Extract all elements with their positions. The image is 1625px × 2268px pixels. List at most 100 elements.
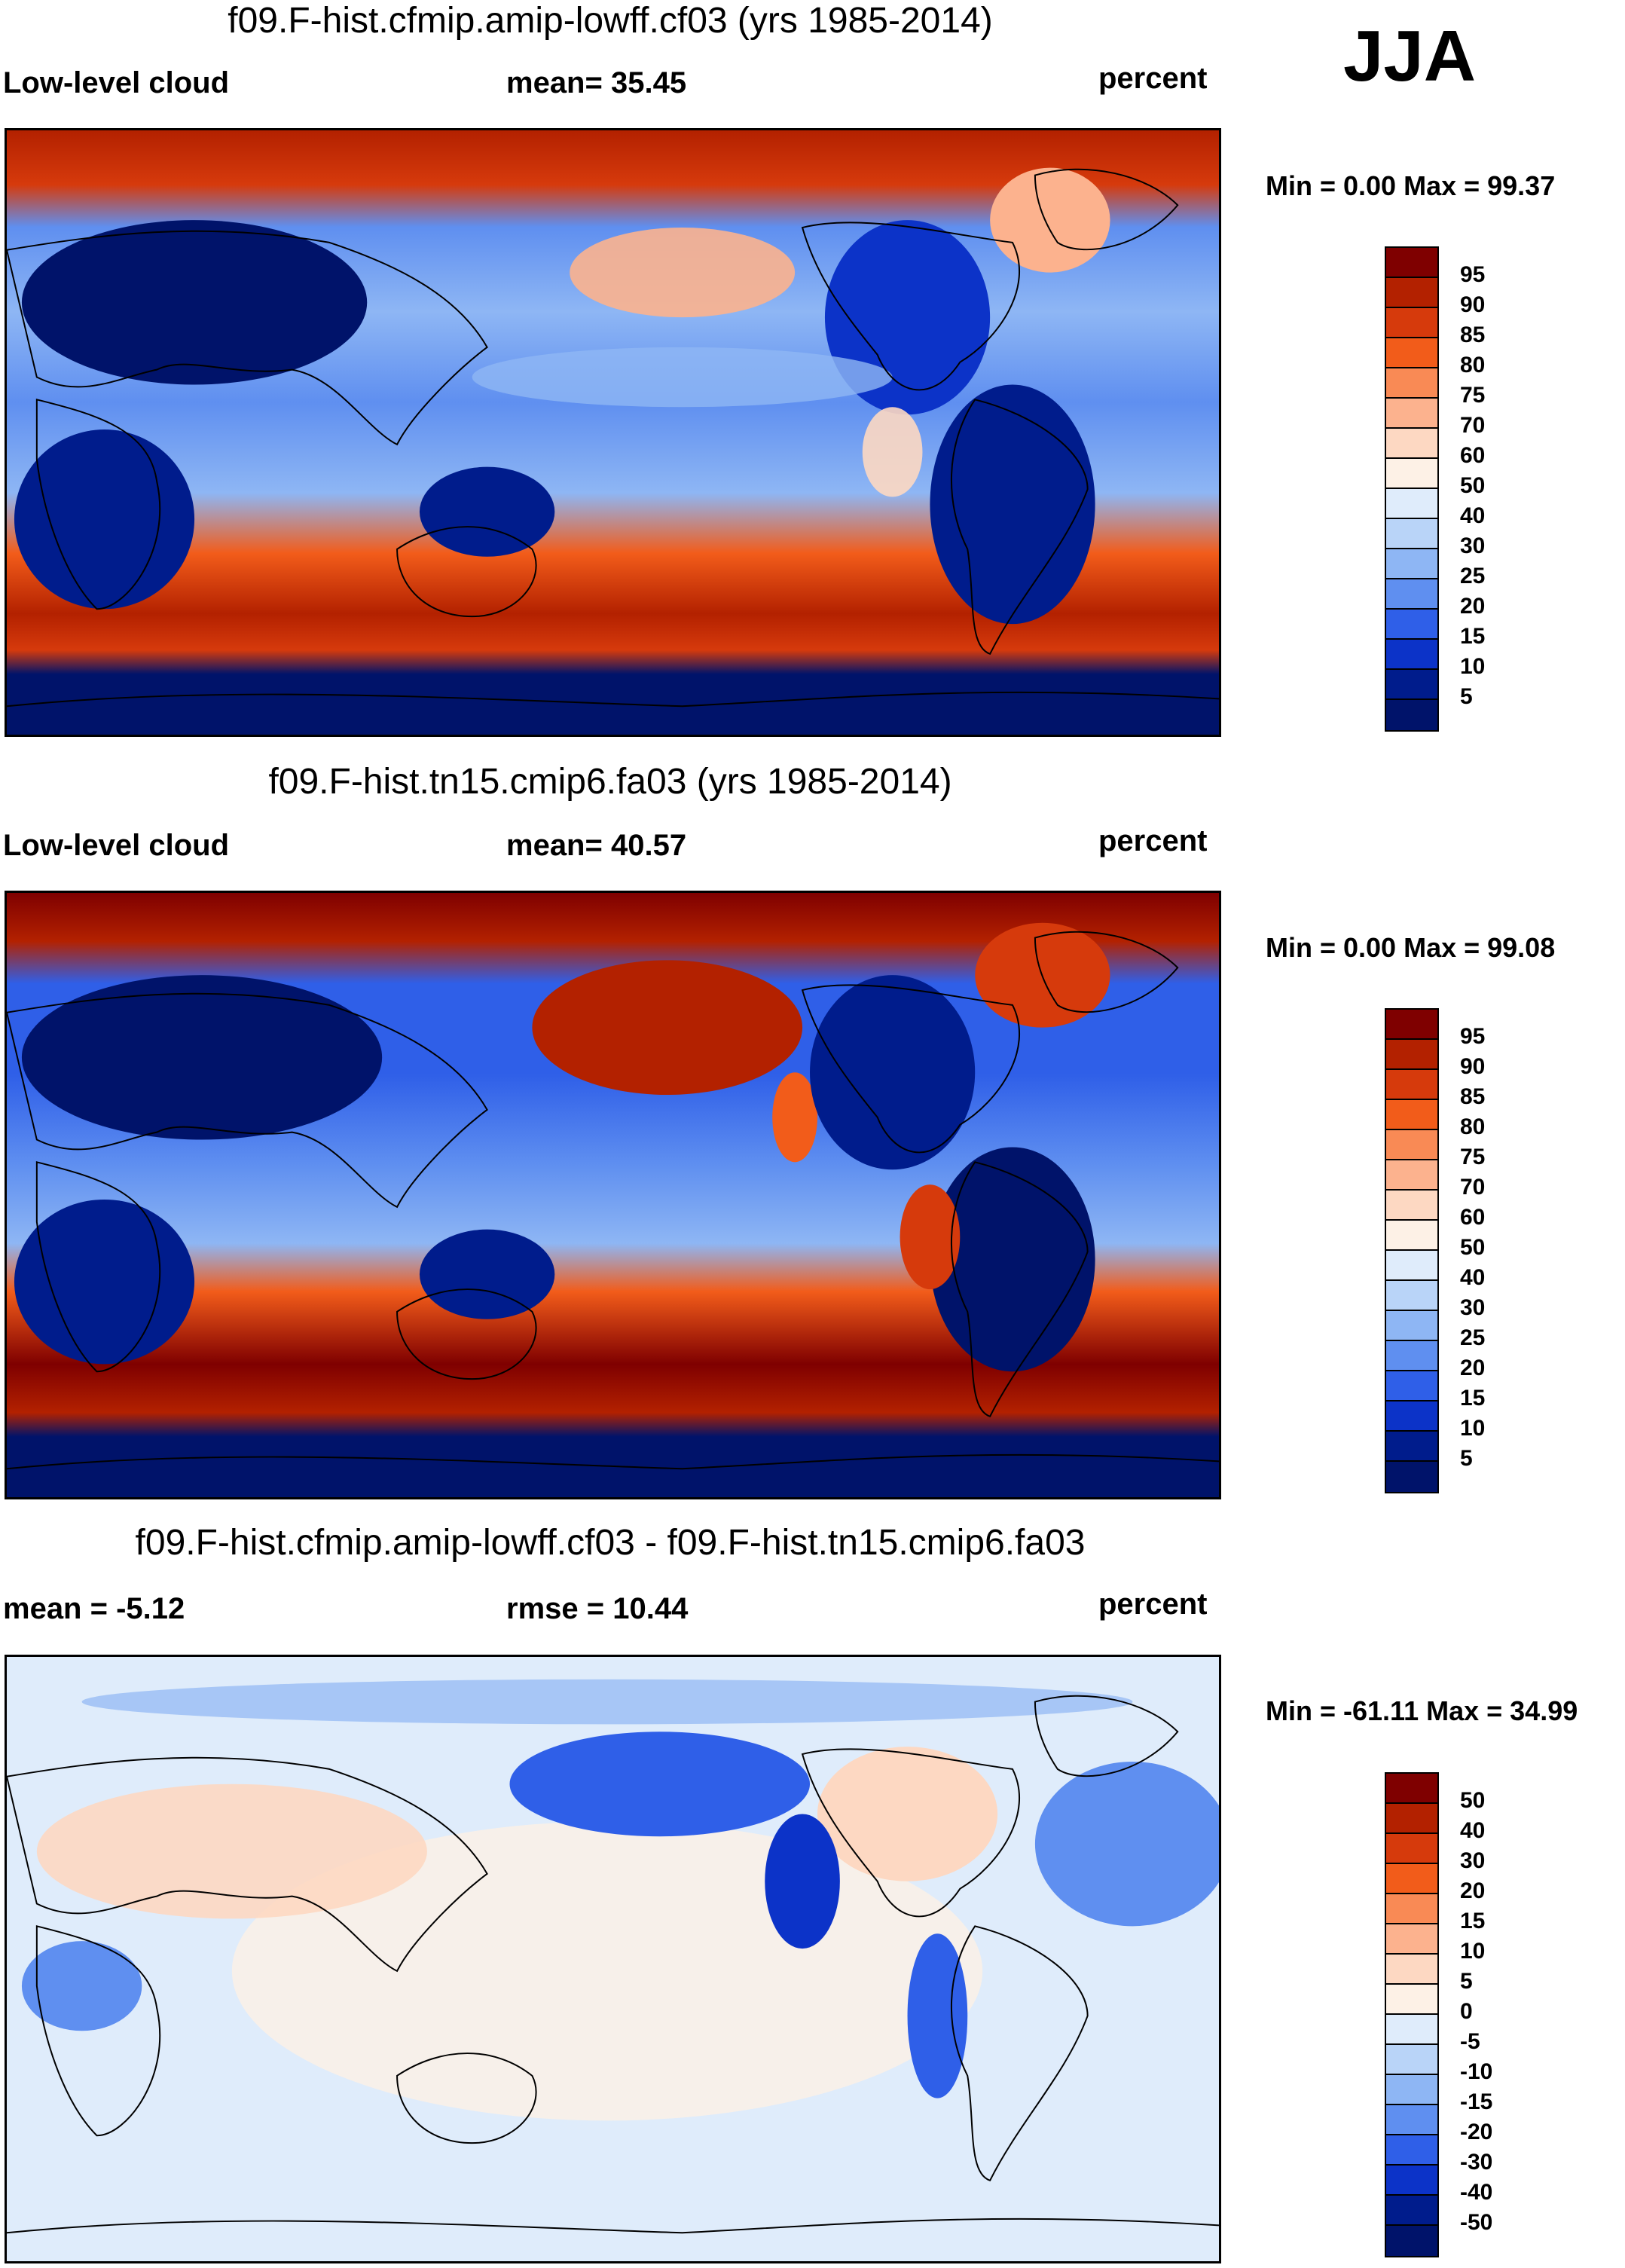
panel1-cbar-label: 60 xyxy=(1460,443,1486,468)
panel1-cbar-swatch xyxy=(1386,429,1437,459)
panel3-cbar-swatch xyxy=(1386,1864,1437,1894)
season-label: JJA xyxy=(1343,16,1477,96)
panel1-cbar-label: 40 xyxy=(1460,503,1486,528)
panel2-cbar-swatch xyxy=(1386,1160,1437,1191)
panel2-cbar-label: 25 xyxy=(1460,1325,1486,1350)
panel2-variable: Low-level cloud xyxy=(3,829,230,862)
panel3-cbar-label: 5 xyxy=(1460,1969,1473,1994)
panel1-cbar-label: 5 xyxy=(1460,684,1473,709)
panel3-cbar-swatch xyxy=(1386,2045,1437,2075)
panel2-cloud-field xyxy=(7,893,1219,1497)
panel3-cbar-swatch xyxy=(1386,2166,1437,2196)
panel3-cbar-swatch xyxy=(1386,1894,1437,1924)
panel1-cloud-field xyxy=(7,130,1219,735)
panel2-cbar-label: 40 xyxy=(1460,1265,1486,1290)
panel1-cbar-label: 80 xyxy=(1460,353,1486,377)
panel2-cbar-swatch xyxy=(1386,1371,1437,1401)
panel2-units: percent xyxy=(1098,824,1208,857)
panel2-cbar-label: 95 xyxy=(1460,1024,1486,1049)
panel3-minmax: Min = -61.11 Max = 34.99 xyxy=(1266,1695,1578,1726)
panel1-map xyxy=(5,128,1221,737)
panel1-cbar-label: 50 xyxy=(1460,473,1486,498)
panel1-cbar-label: 95 xyxy=(1460,262,1486,287)
panel2-minmax: Min = 0.00 Max = 99.08 xyxy=(1266,932,1556,963)
panel1-cbar-label: 10 xyxy=(1460,654,1486,679)
panel2-colorbar xyxy=(1385,1008,1439,1493)
panel2-cbar-swatch xyxy=(1386,1191,1437,1221)
panel2-cbar-swatch xyxy=(1386,1010,1437,1040)
panel1-cbar-label: 20 xyxy=(1460,594,1486,619)
panel3-cbar-swatch xyxy=(1386,2075,1437,2105)
panel1-variable: Low-level cloud xyxy=(3,66,230,99)
panel3-cbar-label: 0 xyxy=(1460,1999,1473,2024)
panel1-cbar-label: 85 xyxy=(1460,322,1486,347)
panel3-cbar-label: -5 xyxy=(1460,2029,1480,2054)
panel3-cbar-swatch xyxy=(1386,1804,1437,1834)
panel3-cbar-label: 50 xyxy=(1460,1788,1486,1813)
panel1-cbar-label: 30 xyxy=(1460,533,1486,558)
panel1-units: percent xyxy=(1098,62,1208,95)
panel3-cbar-label: -30 xyxy=(1460,2150,1493,2175)
panel2-cbar-swatch xyxy=(1386,1070,1437,1100)
panel1-cbar-swatch xyxy=(1386,368,1437,399)
panel2-cbar-swatch xyxy=(1386,1432,1437,1462)
panel3-cbar-label: 40 xyxy=(1460,1818,1486,1843)
panel1-cbar-swatch xyxy=(1386,640,1437,670)
panel3-cbar-label: -10 xyxy=(1460,2059,1493,2084)
panel1-cbar-swatch xyxy=(1386,549,1437,579)
panel1-cbar-swatch xyxy=(1386,459,1437,489)
panel2-cbar-label: 5 xyxy=(1460,1446,1473,1471)
panel2-cbar-label: 60 xyxy=(1460,1205,1486,1230)
panel2-cbar-label: 80 xyxy=(1460,1114,1486,1139)
panel1-cbar-swatch xyxy=(1386,579,1437,610)
panel1-cbar-label: 90 xyxy=(1460,292,1486,317)
panel3-colorbar xyxy=(1385,1772,1439,2257)
panel1-cbar-swatch xyxy=(1386,338,1437,368)
panel3-cbar-swatch xyxy=(1386,1955,1437,1985)
panel3-cbar-swatch xyxy=(1386,2226,1437,2256)
panel2-cbar-swatch xyxy=(1386,1281,1437,1311)
panel1-cbar-swatch xyxy=(1386,248,1437,278)
panel1-minmax: Min = 0.00 Max = 99.37 xyxy=(1266,170,1556,201)
panel3-cbar-label: -20 xyxy=(1460,2120,1493,2144)
panel3-cbar-swatch xyxy=(1386,1774,1437,1804)
panel1-cbar-swatch xyxy=(1386,610,1437,640)
panel3-cbar-swatch xyxy=(1386,2105,1437,2135)
panel1-cbar-swatch xyxy=(1386,489,1437,519)
panel2-cbar-swatch xyxy=(1386,1100,1437,1130)
panel3-cbar-label: -40 xyxy=(1460,2180,1493,2205)
panel3-cbar-swatch xyxy=(1386,2196,1437,2226)
panel2-cbar-swatch xyxy=(1386,1130,1437,1160)
panel3-map xyxy=(5,1655,1221,2263)
panel1-cbar-label: 15 xyxy=(1460,624,1486,649)
panel1-cbar-label: 70 xyxy=(1460,413,1486,438)
panel3-cbar-swatch xyxy=(1386,1834,1437,1864)
panel2-cbar-swatch xyxy=(1386,1341,1437,1371)
panel2-cbar-label: 15 xyxy=(1460,1386,1486,1411)
panel2-cbar-label: 10 xyxy=(1460,1416,1486,1441)
panel3-cbar-label: -50 xyxy=(1460,2210,1493,2235)
panel3-mean: mean = -5.12 xyxy=(3,1592,185,1625)
panel2-cbar-label: 85 xyxy=(1460,1084,1486,1109)
panel2-mean: mean= 40.57 xyxy=(506,829,687,862)
panel1-cbar-swatch xyxy=(1386,700,1437,730)
panel3-cbar-label: 15 xyxy=(1460,1909,1486,1933)
panel1-cbar-label: 75 xyxy=(1460,383,1486,408)
panel3-cbar-swatch xyxy=(1386,2135,1437,2166)
panel2-cbar-label: 30 xyxy=(1460,1295,1486,1320)
panel2-cbar-swatch xyxy=(1386,1251,1437,1281)
panel1-cbar-label: 25 xyxy=(1460,564,1486,588)
panel2-cbar-label: 50 xyxy=(1460,1235,1486,1260)
panel3-cbar-label: 30 xyxy=(1460,1848,1486,1873)
panel3-cbar-swatch xyxy=(1386,1985,1437,2015)
panel1-cbar-swatch xyxy=(1386,308,1437,338)
panel2-cbar-swatch xyxy=(1386,1221,1437,1251)
panel3-units: percent xyxy=(1098,1588,1208,1621)
panel1-mean: mean= 35.45 xyxy=(506,66,687,99)
panel1-title: f09.F-hist.cfmip.amip-lowff.cf03 (yrs 19… xyxy=(228,1,993,41)
panel2-cbar-label: 75 xyxy=(1460,1145,1486,1169)
panel3-cbar-swatch xyxy=(1386,2015,1437,2045)
panel2-cbar-swatch xyxy=(1386,1040,1437,1070)
panel2-cbar-swatch xyxy=(1386,1401,1437,1432)
panel3-difference-field xyxy=(7,1657,1219,2261)
